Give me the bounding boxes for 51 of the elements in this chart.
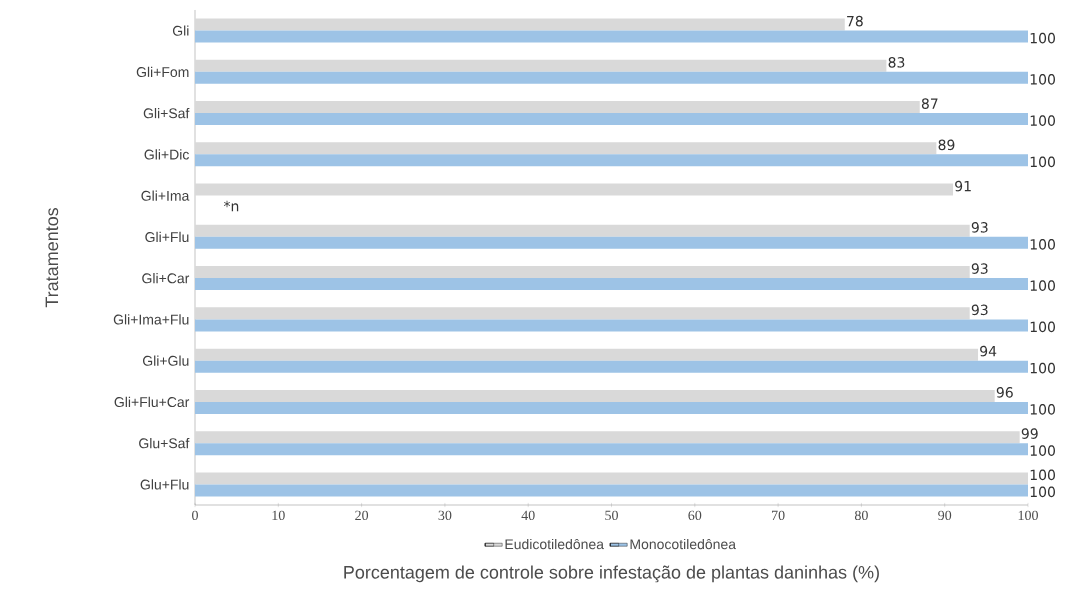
y-tick-label: Gli+Ima — [141, 190, 190, 201]
data-label: 94 — [980, 345, 997, 357]
x-tick-label: 100 — [1018, 510, 1038, 521]
data-label: 89 — [938, 139, 955, 151]
y-tick-label: Glu+Saf — [139, 437, 190, 449]
data-label: 100 — [1030, 469, 1055, 481]
y-tick-label: Gli+Fom — [136, 66, 189, 78]
data-label: 100 — [1030, 115, 1055, 126]
y-tick-label: Glu+Flu — [140, 479, 189, 490]
x-tick-label: 90 — [938, 510, 952, 521]
data-label: 100 — [1030, 74, 1055, 85]
y-tick-label: Gli+Car — [142, 272, 190, 284]
data-label: 100 — [1030, 404, 1055, 415]
y-tick-label: Gli+Flu — [145, 231, 189, 243]
x-tick-label: 50 — [605, 510, 618, 521]
x-tick-label: 70 — [772, 510, 785, 521]
y-tick-label: Gli+Dic — [144, 149, 189, 160]
data-label: 100 — [1030, 362, 1055, 374]
data-label: 93 — [971, 304, 988, 316]
x-tick-label: 30 — [438, 510, 452, 521]
data-label: 100 — [1030, 486, 1055, 498]
y-tick-label: Gli+Ima+Flu — [113, 314, 189, 325]
x-axis-title: Porcentagem de controle sobre infestação de plantas daninhas (%) — [344, 565, 879, 583]
data-label: 91 — [955, 180, 971, 192]
data-label: 78 — [847, 15, 863, 27]
x-tick-label: 20 — [355, 510, 369, 521]
data-label: 93 — [971, 263, 988, 274]
data-label: 99 — [1021, 428, 1038, 439]
data-label: 100 — [1030, 445, 1055, 456]
y-axis-title: Tratamentos — [45, 207, 59, 308]
y-tick-label: Gli+Flu+Car — [114, 396, 190, 408]
data-label: 100 — [1030, 32, 1055, 44]
x-tick-label: 40 — [521, 510, 535, 521]
y-tick-label: Gli+Saf — [143, 107, 190, 119]
data-label: 100 — [1030, 239, 1055, 250]
x-tick-label: 60 — [688, 510, 702, 521]
data-label: 100 — [1030, 156, 1055, 168]
x-tick-label: 80 — [854, 510, 868, 521]
annotation: *n — [223, 200, 239, 212]
data-label: 96 — [996, 387, 1013, 398]
data-label: 100 — [1030, 280, 1055, 291]
data-label: 100 — [1030, 321, 1055, 333]
y-tick-label: Gli+Glu — [142, 355, 189, 366]
data-label: 87 — [921, 98, 938, 109]
y-tick-label: Gli — [172, 25, 189, 36]
data-label: 83 — [888, 57, 905, 68]
legend-label: Eudicotiledônea — [505, 538, 604, 550]
x-tick-label: 10 — [272, 510, 285, 521]
legend-label: Monocotiledônea — [630, 538, 737, 550]
x-tick-label: 0 — [192, 510, 198, 521]
data-label: 93 — [971, 222, 988, 233]
